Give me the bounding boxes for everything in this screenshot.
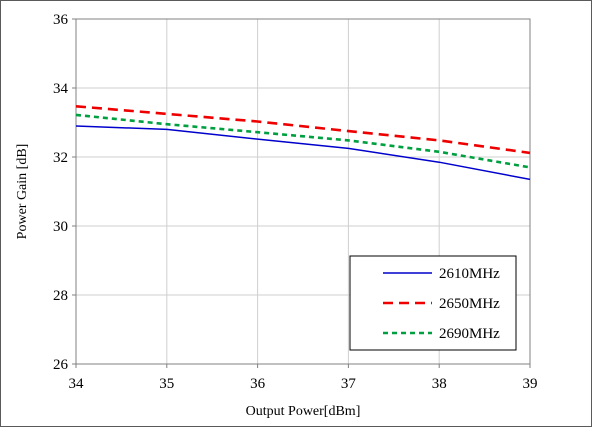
y-axis-ticks: 26 28 30 32 34 36 bbox=[53, 12, 76, 373]
x-tick-label: 36 bbox=[250, 376, 266, 392]
legend-label: 2610MHz bbox=[439, 266, 500, 282]
series-lines bbox=[75, 105, 531, 181]
x-tick-label: 37 bbox=[341, 376, 357, 392]
plot-area bbox=[75, 18, 531, 365]
y-tick-label: 30 bbox=[53, 219, 68, 235]
y-tick-label: 26 bbox=[53, 357, 69, 373]
series-line-2610MHz bbox=[75, 125, 531, 181]
legend: 2610MHz 2650MHz 2690MHz bbox=[349, 255, 517, 351]
x-tick-label: 34 bbox=[69, 376, 85, 392]
legend-box bbox=[349, 255, 517, 351]
series-line-2690MHz bbox=[75, 113, 531, 169]
y-axis-label: Power Gain [dB] bbox=[15, 144, 30, 240]
y-tick-label: 34 bbox=[53, 81, 69, 97]
y-tick-label: 28 bbox=[53, 288, 68, 304]
legend-label: 2690MHz bbox=[439, 326, 500, 342]
y-tick-label: 32 bbox=[53, 150, 68, 166]
x-tick-label: 35 bbox=[159, 376, 174, 392]
x-axis-ticks: 34 35 36 37 38 39 bbox=[69, 364, 538, 392]
legend-label: 2650MHz bbox=[439, 296, 500, 312]
y-tick-label: 36 bbox=[53, 12, 69, 28]
x-tick-label: 38 bbox=[432, 376, 447, 392]
x-tick-label: 39 bbox=[523, 376, 538, 392]
series-line-2650MHz bbox=[75, 105, 531, 155]
x-axis-label: Output Power[dBm] bbox=[246, 404, 361, 419]
